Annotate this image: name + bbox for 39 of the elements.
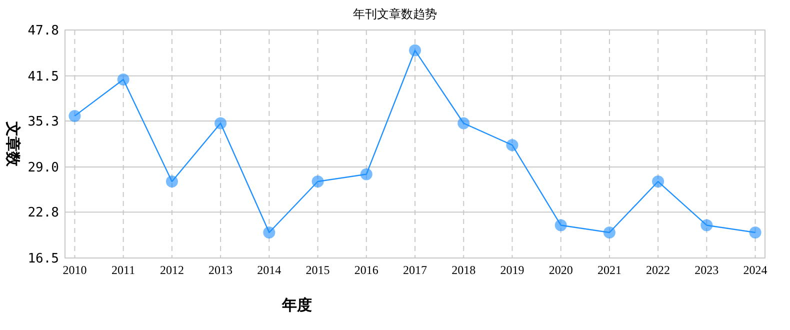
x-tick-label: 2022 [646, 263, 670, 277]
x-tick-label: 2023 [694, 263, 719, 277]
y-tick-label: 35.3 [28, 114, 59, 130]
y-tick-label: 16.5 [28, 252, 59, 267]
y-tick-label: 29.0 [28, 160, 59, 176]
point [554, 219, 567, 232]
x-tick-label: 2018 [452, 263, 476, 277]
x-tick-label: 2016 [354, 263, 378, 277]
x-tick-label: 2019 [500, 263, 524, 277]
y-tick-label: 47.8 [28, 24, 59, 39]
point [603, 226, 616, 239]
x-tick-label: 2012 [160, 263, 184, 277]
point [652, 176, 664, 188]
x-tick-label: 2020 [548, 263, 573, 277]
point [700, 219, 713, 232]
point [312, 176, 324, 188]
x-tick-label: 2024 [743, 263, 768, 277]
point [458, 117, 470, 130]
point [360, 168, 372, 180]
point [749, 226, 762, 239]
y-tick-label: 41.5 [28, 69, 59, 84]
x-tick-label: 2011 [112, 263, 136, 277]
point [166, 176, 178, 188]
x-axis-title: 年度 [281, 296, 312, 314]
x-tick-label: 2013 [208, 263, 233, 277]
chart-title: 年刊文章数趋势 [353, 7, 437, 21]
x-tick-label: 2015 [306, 263, 330, 277]
x-tick-label: 2010 [62, 263, 87, 277]
point [263, 226, 276, 239]
x-tick-label: 2017 [403, 263, 427, 277]
point [117, 74, 130, 86]
y-axis-title: 文章数 [4, 120, 22, 168]
point [506, 139, 518, 152]
y-tick-label: 22.8 [28, 206, 59, 221]
point [68, 110, 81, 122]
point [409, 44, 421, 56]
x-tick-label: 2021 [597, 263, 622, 277]
point [214, 117, 227, 130]
x-tick-label: 2014 [257, 263, 282, 277]
